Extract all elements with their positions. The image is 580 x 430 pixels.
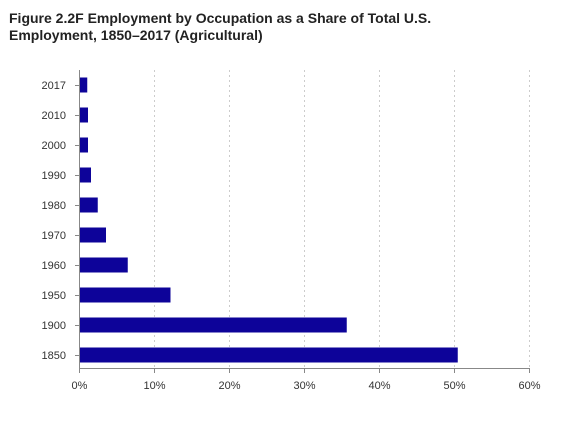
x-tick-label-10%: 10%: [143, 380, 165, 392]
x-tick-label-20%: 20%: [218, 380, 240, 392]
bar-1850: [79, 347, 458, 363]
bar-1990: [79, 167, 91, 183]
x-tick-label-40%: 40%: [368, 380, 390, 392]
bar-1950: [79, 287, 171, 303]
axes: [75, 70, 530, 373]
x-tick-label-0%: 0%: [72, 380, 88, 392]
x-tick-label-50%: 50%: [443, 380, 465, 392]
chart-title: Figure 2.2F Employment by Occupation as …: [9, 10, 432, 43]
bars: [79, 77, 458, 363]
y-tick-label-1900: 1900: [42, 320, 66, 332]
bar-2017: [79, 77, 88, 93]
y-tick-label-1980: 1980: [42, 200, 66, 212]
bar-1960: [79, 257, 128, 273]
y-tick-label-1970: 1970: [42, 230, 66, 242]
bar-1900: [79, 317, 347, 333]
y-tick-label-1950: 1950: [42, 290, 66, 302]
y-tick-label-2010: 2010: [42, 110, 66, 122]
x-tick-label-60%: 60%: [518, 380, 540, 392]
x-tick-label-30%: 30%: [293, 380, 315, 392]
bar-1980: [79, 197, 98, 213]
bar-1970: [79, 227, 106, 243]
bar-2010: [79, 107, 88, 123]
tick-labels: 2017 2010 2000 1990 1980 1970 1960 1950 1900 1850…: [42, 80, 541, 392]
y-tick-label-2000: 2000: [42, 140, 66, 152]
y-tick-label-1850: 1850: [42, 350, 66, 362]
y-tick-label-1990: 1990: [42, 170, 66, 182]
y-tick-label-1960: 1960: [42, 260, 66, 272]
bar-2000: [79, 137, 88, 153]
y-tick-label-2017: 2017: [42, 80, 66, 92]
